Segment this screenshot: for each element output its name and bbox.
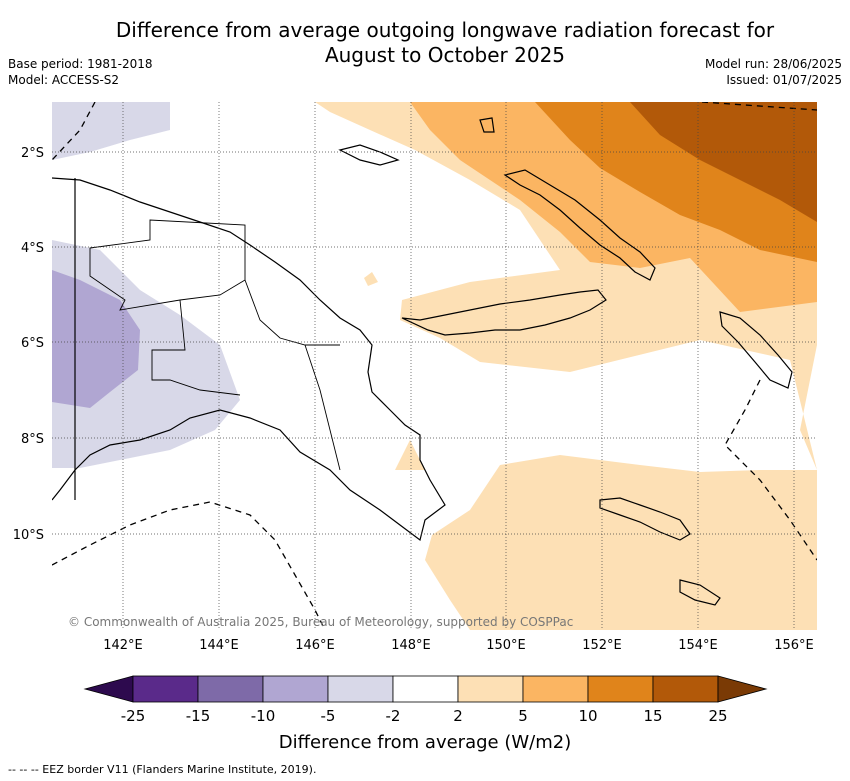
lat-label: 10°S	[13, 528, 44, 543]
eez-footnote: -- -- -- EEZ border V11 (Flanders Marine…	[8, 763, 317, 776]
lon-label: 150°E	[486, 638, 526, 653]
solomon-islands-coast	[599, 497, 721, 606]
colorbar-cell	[392, 675, 459, 703]
colorbar-tick-label: 2	[453, 707, 463, 725]
province-borders	[89, 219, 341, 471]
colorbar-tick-label: -5	[321, 707, 336, 725]
anomaly-2-5-dot	[364, 272, 378, 286]
colorbar-label: Difference from average (W/m2)	[278, 732, 572, 753]
colorbar-cell	[132, 675, 199, 703]
eez-south	[52, 501, 326, 630]
colorbar-cell	[262, 675, 329, 703]
north-islands	[338, 117, 495, 166]
base-period: Base period: 1981-2018	[8, 57, 153, 71]
colorbar-tick-label: -2	[386, 707, 401, 725]
colorbar-cell	[197, 675, 264, 703]
colorbar-tick-label: -15	[186, 707, 211, 725]
new-britain-coast	[401, 289, 607, 336]
map-area: © Commonwealth of Australia 2025, Bureau…	[52, 102, 817, 630]
anomaly-2-5-south	[425, 455, 817, 630]
title-line-1: Difference from average outgoing longwav…	[115, 18, 775, 42]
meta-right: Model run: 28/06/2025 Issued: 01/07/2025	[705, 56, 842, 88]
colorbar-extend-high	[717, 675, 768, 703]
lon-label: 148°E	[391, 638, 431, 653]
meta-left: Base period: 1981-2018 Model: ACCESS-S2	[8, 56, 153, 88]
coastlines	[52, 117, 793, 606]
colorbar-tick-label: -25	[121, 707, 146, 725]
colorbar-tick-label: 15	[643, 707, 662, 725]
lat-label: 6°S	[21, 336, 44, 351]
colorbar-cell	[522, 675, 589, 703]
lat-label: 8°S	[21, 432, 44, 447]
colorbar-tick-label: 25	[708, 707, 727, 725]
anomaly-15-25	[630, 102, 817, 222]
latitude-labels: 2°S 4°S 6°S 8°S 10°S	[13, 146, 44, 543]
colorbar-cell	[327, 675, 394, 703]
model-run: Model run: 28/06/2025	[704, 57, 842, 71]
lat-label: 2°S	[21, 146, 44, 161]
longitude-labels: 142°E 144°E 146°E 148°E 150°E 152°E 154°…	[103, 638, 814, 653]
lon-label: 142°E	[103, 638, 143, 653]
colorbar-tick-label: -10	[251, 707, 276, 725]
lon-label: 156°E	[774, 638, 814, 653]
copyright-text: © Commonwealth of Australia 2025, Bureau…	[68, 615, 573, 629]
colorbar-tick-label: 5	[518, 707, 528, 725]
lon-label: 154°E	[678, 638, 718, 653]
colorbar-cell	[587, 675, 654, 703]
issued-date: Issued: 01/07/2025	[726, 73, 842, 87]
lon-label: 152°E	[582, 638, 622, 653]
eez-borders	[52, 102, 817, 630]
anomaly-minus-5-10	[52, 270, 140, 408]
lat-label: 4°S	[21, 241, 44, 256]
eez-west	[52, 102, 96, 161]
anomaly-2-5-islet	[395, 440, 425, 470]
colorbar-cell	[652, 675, 719, 703]
map-title: Difference from average outgoing longwav…	[40, 18, 850, 68]
colorbar-tick-label: 10	[578, 707, 597, 725]
colorbar-extend-low	[83, 675, 134, 703]
new-ireland-coast	[503, 169, 656, 281]
lon-label: 146°E	[295, 638, 335, 653]
title-line-2: August to October 2025	[324, 43, 566, 67]
colorbar-cells	[83, 675, 768, 703]
colorbar: -25 -15 -10 -5 -2 2 5 10 15 25	[83, 675, 768, 725]
eez-east	[701, 102, 817, 561]
model-name: Model: ACCESS-S2	[8, 73, 120, 87]
lon-label: 144°E	[199, 638, 239, 653]
new-guinea-coast	[52, 177, 446, 542]
graticule	[52, 102, 817, 630]
colorbar-cell	[457, 675, 524, 703]
colorbar-ticks: -25 -15 -10 -5 -2 2 5 10 15 25	[121, 707, 728, 725]
bougainville-coast	[719, 311, 793, 389]
anomaly-minus-2-5-north	[52, 102, 170, 160]
